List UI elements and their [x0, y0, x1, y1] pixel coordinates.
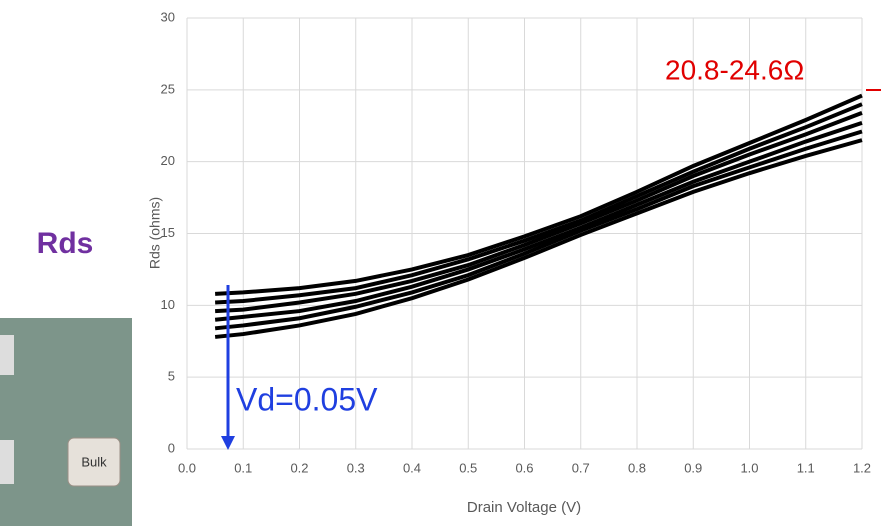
y-tick-label: 5 [168, 369, 175, 384]
series-line [215, 110, 863, 314]
x-tick-label: 0.3 [347, 460, 365, 475]
series-line [215, 102, 863, 305]
annotation: 20.8-24.6Ω [665, 54, 804, 85]
x-tick-label: 0.7 [572, 460, 590, 475]
x-tick-label: 0.0 [178, 460, 196, 475]
series-line [214, 120, 863, 322]
y-tick-label: 30 [161, 9, 175, 24]
x-tick-label: 0.4 [403, 460, 421, 475]
y-tick-label: 25 [161, 81, 175, 96]
x-tick-label: 0.1 [234, 460, 252, 475]
pad [0, 335, 14, 375]
y-tick-label: 10 [161, 297, 175, 312]
side-label: Rds [37, 227, 94, 260]
x-tick-label: 1.0 [740, 460, 758, 475]
y-tick-label: 15 [161, 225, 175, 240]
annotation: Vd=0.05V [236, 381, 378, 417]
x-tick-label: 0.9 [684, 460, 702, 475]
x-tick-label: 0.6 [515, 460, 533, 475]
x-tick-label: 0.5 [459, 460, 477, 475]
x-tick-label: 1.2 [853, 460, 871, 475]
chip-photo [0, 318, 132, 526]
y-tick-label: 0 [168, 440, 175, 455]
x-tick-label: 1.1 [797, 460, 815, 475]
x-tick-label: 0.2 [290, 460, 308, 475]
series-line [214, 129, 863, 331]
x-axis-label: Drain Voltage (V) [467, 499, 581, 516]
photo-label: Bulk [81, 454, 107, 469]
bulk-pad [67, 437, 121, 487]
pad [0, 440, 14, 484]
y-tick-label: 20 [161, 153, 175, 168]
arrow-head [221, 436, 235, 450]
series-line [214, 138, 863, 339]
series-line [215, 93, 863, 296]
x-tick-label: 0.8 [628, 460, 646, 475]
y-axis-label: Rds (ohms) [147, 197, 163, 269]
